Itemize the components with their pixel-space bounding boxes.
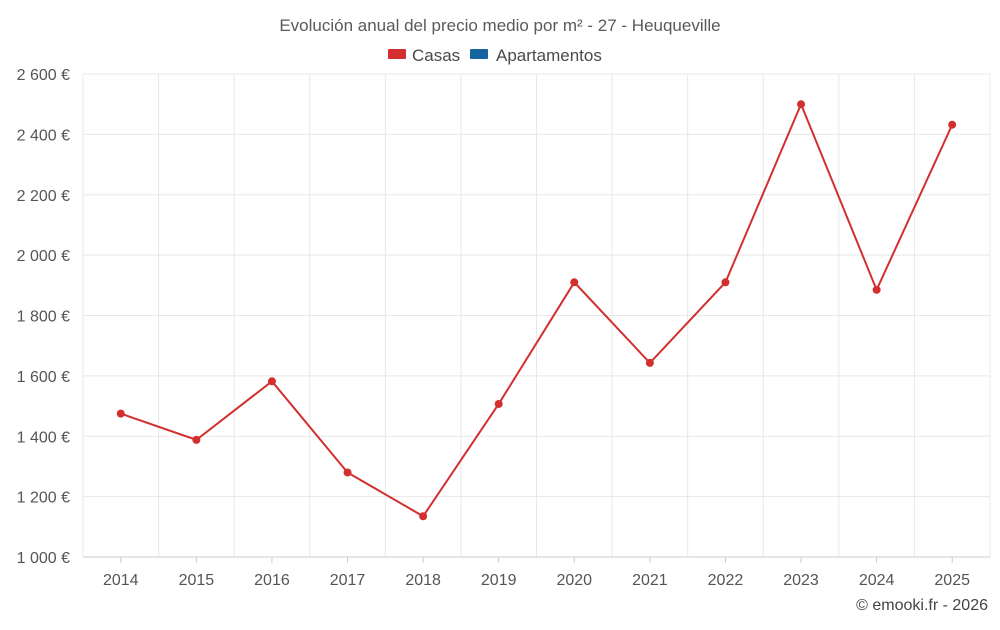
data-point[interactable] — [267, 377, 276, 386]
legend-item-apartamentos[interactable]: Apartamentos — [470, 46, 602, 65]
x-tick-label: 2022 — [708, 572, 744, 589]
legend-swatch-casas — [388, 49, 406, 59]
y-tick-label: 1 600 € — [17, 369, 70, 386]
legend-swatch-apartamentos — [470, 49, 488, 59]
x-tick-label: 2019 — [481, 572, 517, 589]
x-tick-label: 2025 — [934, 572, 970, 589]
x-tick-label: 2014 — [103, 572, 139, 589]
chart-title: Evolución anual del precio medio por m² … — [279, 16, 720, 35]
series-casas — [116, 100, 957, 521]
y-tick-label: 2 200 € — [17, 188, 70, 205]
data-point[interactable] — [645, 358, 654, 367]
data-point[interactable] — [872, 285, 881, 294]
x-axis: 2014 2015 2016 2017 2018 2019 2020 2021 2022 2023… — [103, 557, 970, 589]
data-point[interactable] — [419, 512, 428, 521]
data-point[interactable] — [948, 120, 957, 129]
credit-text: © emooki.fr - 2026 — [856, 597, 988, 614]
x-tick-label: 2016 — [254, 572, 290, 589]
y-tick-label: 1 400 € — [17, 429, 70, 446]
y-tick-label: 2 400 € — [17, 127, 70, 144]
y-axis: 1 000 € 1 200 € 1 400 € 1 600 € 1 800 € 2 000… — [17, 67, 70, 567]
data-point[interactable] — [721, 278, 730, 287]
legend-label-casas: Casas — [412, 46, 460, 65]
data-point[interactable] — [797, 100, 806, 109]
x-tick-label: 2018 — [405, 572, 441, 589]
data-point[interactable] — [192, 435, 201, 444]
y-tick-label: 2 000 € — [17, 248, 70, 265]
legend-label-apartamentos: Apartamentos — [496, 46, 602, 65]
x-tick-label: 2015 — [179, 572, 215, 589]
y-tick-label: 1 800 € — [17, 309, 70, 326]
x-tick-label: 2021 — [632, 572, 668, 589]
y-tick-label: 1 000 € — [17, 550, 70, 567]
data-point[interactable] — [570, 278, 579, 287]
data-point[interactable] — [343, 468, 352, 477]
grid — [82, 73, 991, 558]
series-line — [120, 101, 954, 518]
data-point[interactable] — [494, 399, 503, 408]
data-point[interactable] — [116, 409, 125, 418]
x-tick-label: 2020 — [556, 572, 592, 589]
legend-item-casas[interactable]: Casas — [388, 46, 460, 65]
y-tick-label: 2 600 € — [17, 67, 70, 84]
y-tick-label: 1 200 € — [17, 490, 70, 507]
x-tick-label: 2023 — [783, 572, 819, 589]
legend: Casas Apartamentos — [388, 46, 602, 65]
x-tick-label: 2017 — [330, 572, 366, 589]
x-tick-label: 2024 — [859, 572, 895, 589]
